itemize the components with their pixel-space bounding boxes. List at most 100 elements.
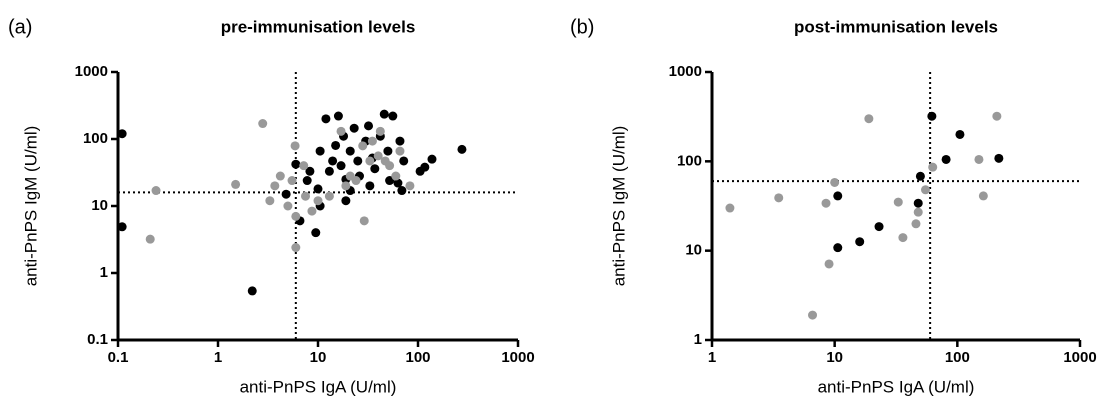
- point: [383, 146, 393, 156]
- point: [275, 171, 285, 181]
- point: [341, 181, 351, 191]
- point: [405, 181, 415, 191]
- y-tick-label: 10: [91, 197, 108, 214]
- point: [920, 185, 930, 195]
- point: [302, 176, 312, 186]
- point: [893, 197, 903, 207]
- point: [283, 201, 293, 211]
- point: [258, 119, 268, 129]
- point: [301, 191, 311, 201]
- point: [992, 111, 1002, 121]
- point: [117, 222, 127, 232]
- point: [291, 159, 301, 169]
- x-tick-label: 1000: [501, 349, 534, 366]
- point: [974, 154, 984, 164]
- y-tick-label: 1: [694, 331, 702, 348]
- y-axis-label: anti-PnPS IgM (U/ml): [21, 126, 40, 287]
- point: [315, 146, 325, 156]
- point: [365, 156, 375, 166]
- x-tick-label: 0.1: [108, 349, 129, 366]
- point: [231, 179, 241, 189]
- point: [833, 243, 843, 253]
- y-tick-label: 1000: [75, 63, 108, 80]
- point: [290, 141, 300, 151]
- point: [324, 191, 334, 201]
- point: [265, 196, 275, 206]
- point: [370, 164, 380, 174]
- point: [364, 121, 374, 131]
- point: [291, 243, 301, 253]
- point: [336, 161, 346, 171]
- x-tick-label: 1000: [1063, 349, 1096, 366]
- x-tick-label: 100: [405, 349, 430, 366]
- point: [313, 196, 323, 206]
- point: [336, 126, 346, 136]
- point: [307, 206, 317, 216]
- point: [427, 154, 437, 164]
- point: [299, 161, 309, 171]
- point: [385, 161, 395, 171]
- point: [305, 166, 315, 176]
- point: [824, 259, 834, 269]
- x-axis-label: anti-PnPS IgA (U/ml): [818, 377, 975, 396]
- point: [830, 177, 840, 187]
- x-tick-label: 100: [945, 349, 970, 366]
- point: [341, 196, 351, 206]
- point: [928, 162, 938, 172]
- point: [331, 140, 341, 150]
- y-tick-label: 0.1: [87, 331, 108, 348]
- point: [287, 176, 297, 186]
- point: [247, 286, 257, 296]
- point: [978, 191, 988, 201]
- chart-title: post-immunisation levels: [794, 17, 998, 36]
- y-axis-label: anti-PnPS IgM (U/ml): [609, 126, 628, 287]
- point: [270, 181, 280, 191]
- panel-label: (b): [570, 16, 594, 38]
- x-tick-label: 1: [708, 349, 716, 366]
- point: [345, 146, 355, 156]
- x-axis-label: anti-PnPS IgA (U/ml): [240, 377, 397, 396]
- point: [393, 178, 403, 188]
- point: [911, 219, 921, 229]
- point: [927, 111, 937, 121]
- point: [349, 123, 359, 133]
- point: [373, 151, 383, 161]
- point: [821, 198, 831, 208]
- point: [117, 129, 127, 139]
- point: [395, 136, 405, 146]
- y-tick-label: 1000: [669, 63, 702, 80]
- point: [145, 234, 155, 244]
- panel-label: (a): [8, 16, 32, 38]
- point: [311, 228, 321, 238]
- point: [345, 171, 355, 181]
- point: [365, 181, 375, 191]
- point: [388, 111, 398, 121]
- point: [955, 129, 965, 139]
- point: [391, 171, 401, 181]
- point: [353, 156, 363, 166]
- point: [313, 184, 323, 194]
- point: [328, 156, 338, 166]
- x-tick-label: 1: [214, 349, 222, 366]
- x-tick-label: 10: [826, 349, 843, 366]
- point: [324, 166, 334, 176]
- point: [151, 186, 161, 196]
- point: [725, 203, 735, 213]
- point: [913, 207, 923, 217]
- x-tick-label: 10: [310, 349, 327, 366]
- point: [321, 114, 331, 124]
- point: [395, 146, 405, 156]
- point: [898, 233, 908, 243]
- point: [874, 222, 884, 232]
- point: [913, 198, 923, 208]
- point: [291, 211, 301, 221]
- point: [855, 237, 865, 247]
- point: [774, 193, 784, 203]
- point: [379, 109, 389, 119]
- point: [359, 216, 369, 226]
- point: [399, 156, 409, 166]
- y-tick-label: 100: [83, 130, 108, 147]
- point: [864, 114, 874, 124]
- point: [941, 154, 951, 164]
